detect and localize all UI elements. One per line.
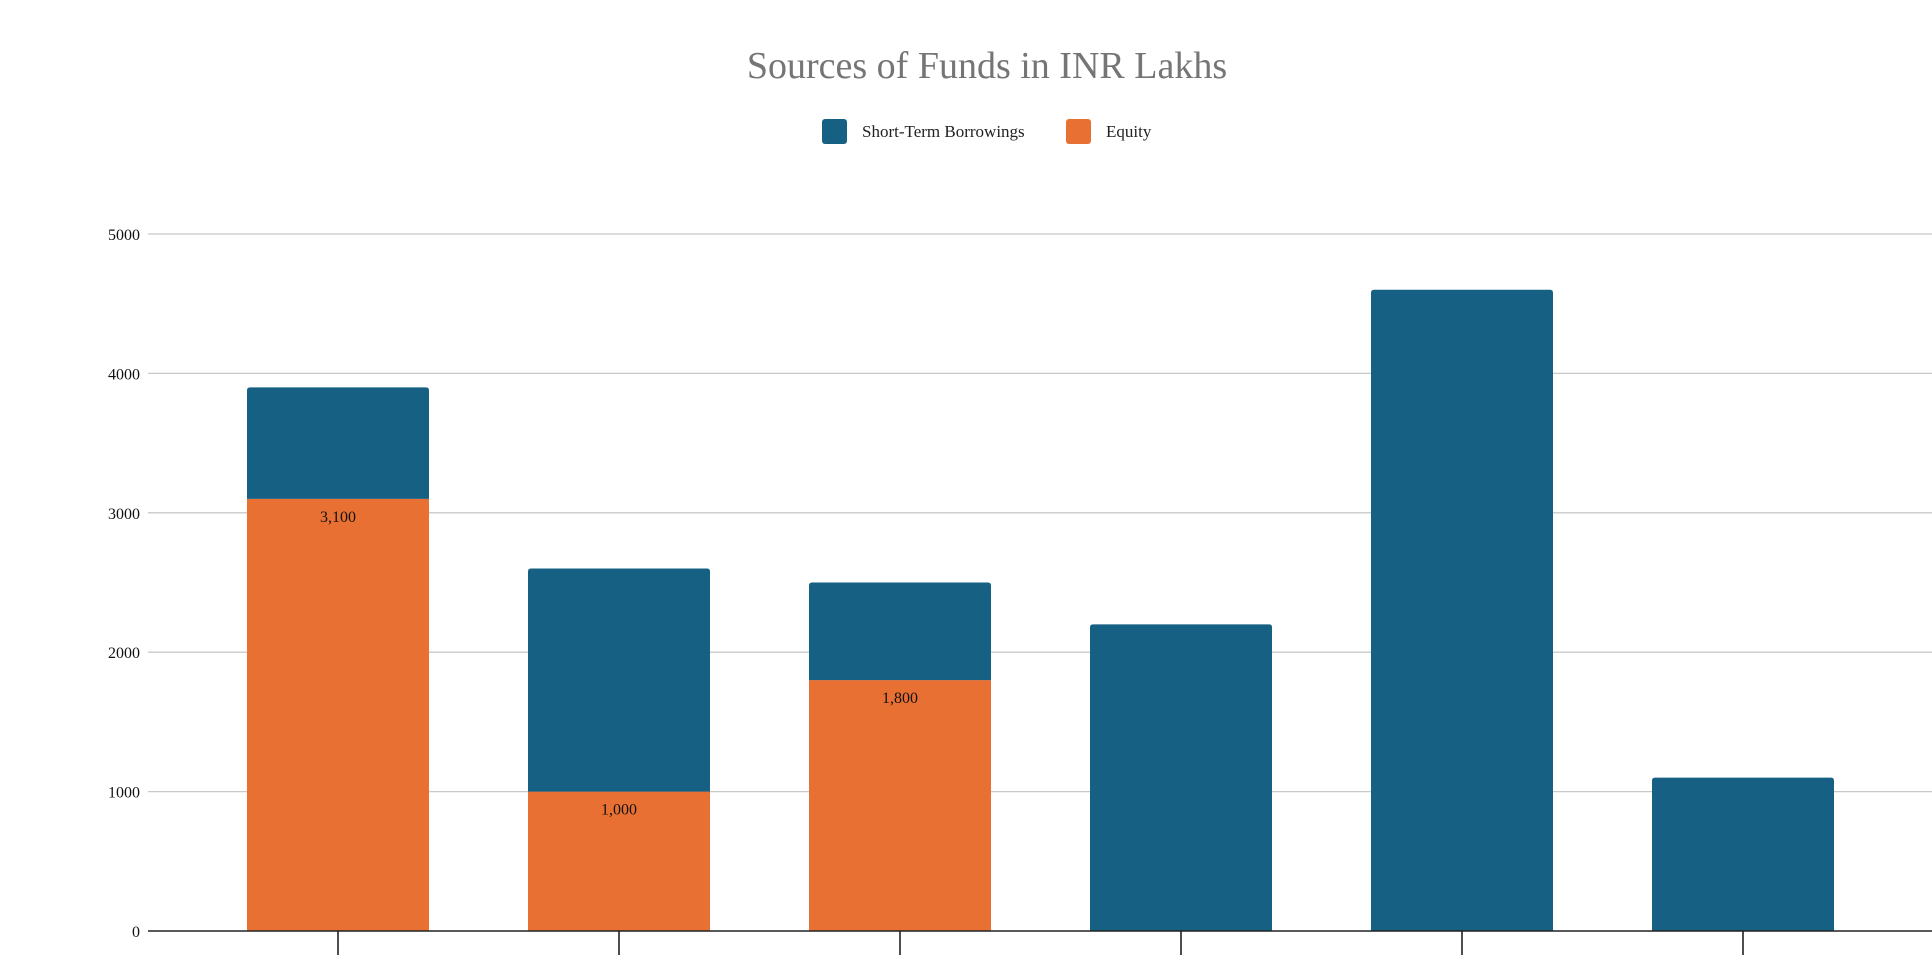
legend-item-short-term-borrowings[interactable]: Short-Term Borrowings xyxy=(822,119,1025,144)
legend: Short-Term Borrowings Equity xyxy=(822,119,1152,144)
y-tick-label-0: 0 xyxy=(132,924,140,941)
bar-short-term-borrowings-6[interactable] xyxy=(1652,777,1834,931)
legend-item-equity[interactable]: Equity xyxy=(1066,119,1152,144)
bar-short-term-borrowings-1[interactable] xyxy=(247,387,429,499)
y-tick-label-4000: 4000 xyxy=(108,366,140,383)
bar-short-term-borrowings-3[interactable] xyxy=(809,582,991,681)
data-labels: 3,100 1,000 1,800 xyxy=(320,509,918,819)
legend-label-short-term-borrowings: Short-Term Borrowings xyxy=(862,122,1025,141)
data-label-equity-1: 3,100 xyxy=(320,509,356,526)
bar-short-term-borrowings-4[interactable] xyxy=(1090,624,1272,931)
legend-label-equity: Equity xyxy=(1106,122,1152,141)
bar-short-term-borrowings-5[interactable] xyxy=(1371,289,1553,931)
y-tick-label-2000: 2000 xyxy=(108,645,140,662)
bar-short-term-borrowings-2[interactable] xyxy=(528,568,710,792)
y-tick-label-5000: 5000 xyxy=(108,227,140,244)
data-label-equity-3: 1,800 xyxy=(882,690,918,707)
gridlines xyxy=(148,233,1932,793)
data-label-equity-2: 1,000 xyxy=(601,802,637,819)
legend-swatch-equity xyxy=(1066,119,1091,144)
x-axis-ticks xyxy=(337,931,1744,955)
legend-swatch-short-term-borrowings xyxy=(822,119,847,144)
bar-equity-2[interactable] xyxy=(528,791,710,931)
y-tick-label-3000: 3000 xyxy=(108,506,140,523)
bar-equity-1[interactable] xyxy=(247,498,429,931)
y-tick-label-1000: 1000 xyxy=(108,785,140,802)
bar-equity-3[interactable] xyxy=(809,680,991,931)
chart-title: Sources of Funds in INR Lakhs xyxy=(747,45,1227,87)
bars xyxy=(247,289,1834,931)
y-axis-tick-labels: 0 1000 2000 3000 4000 5000 xyxy=(108,227,140,941)
